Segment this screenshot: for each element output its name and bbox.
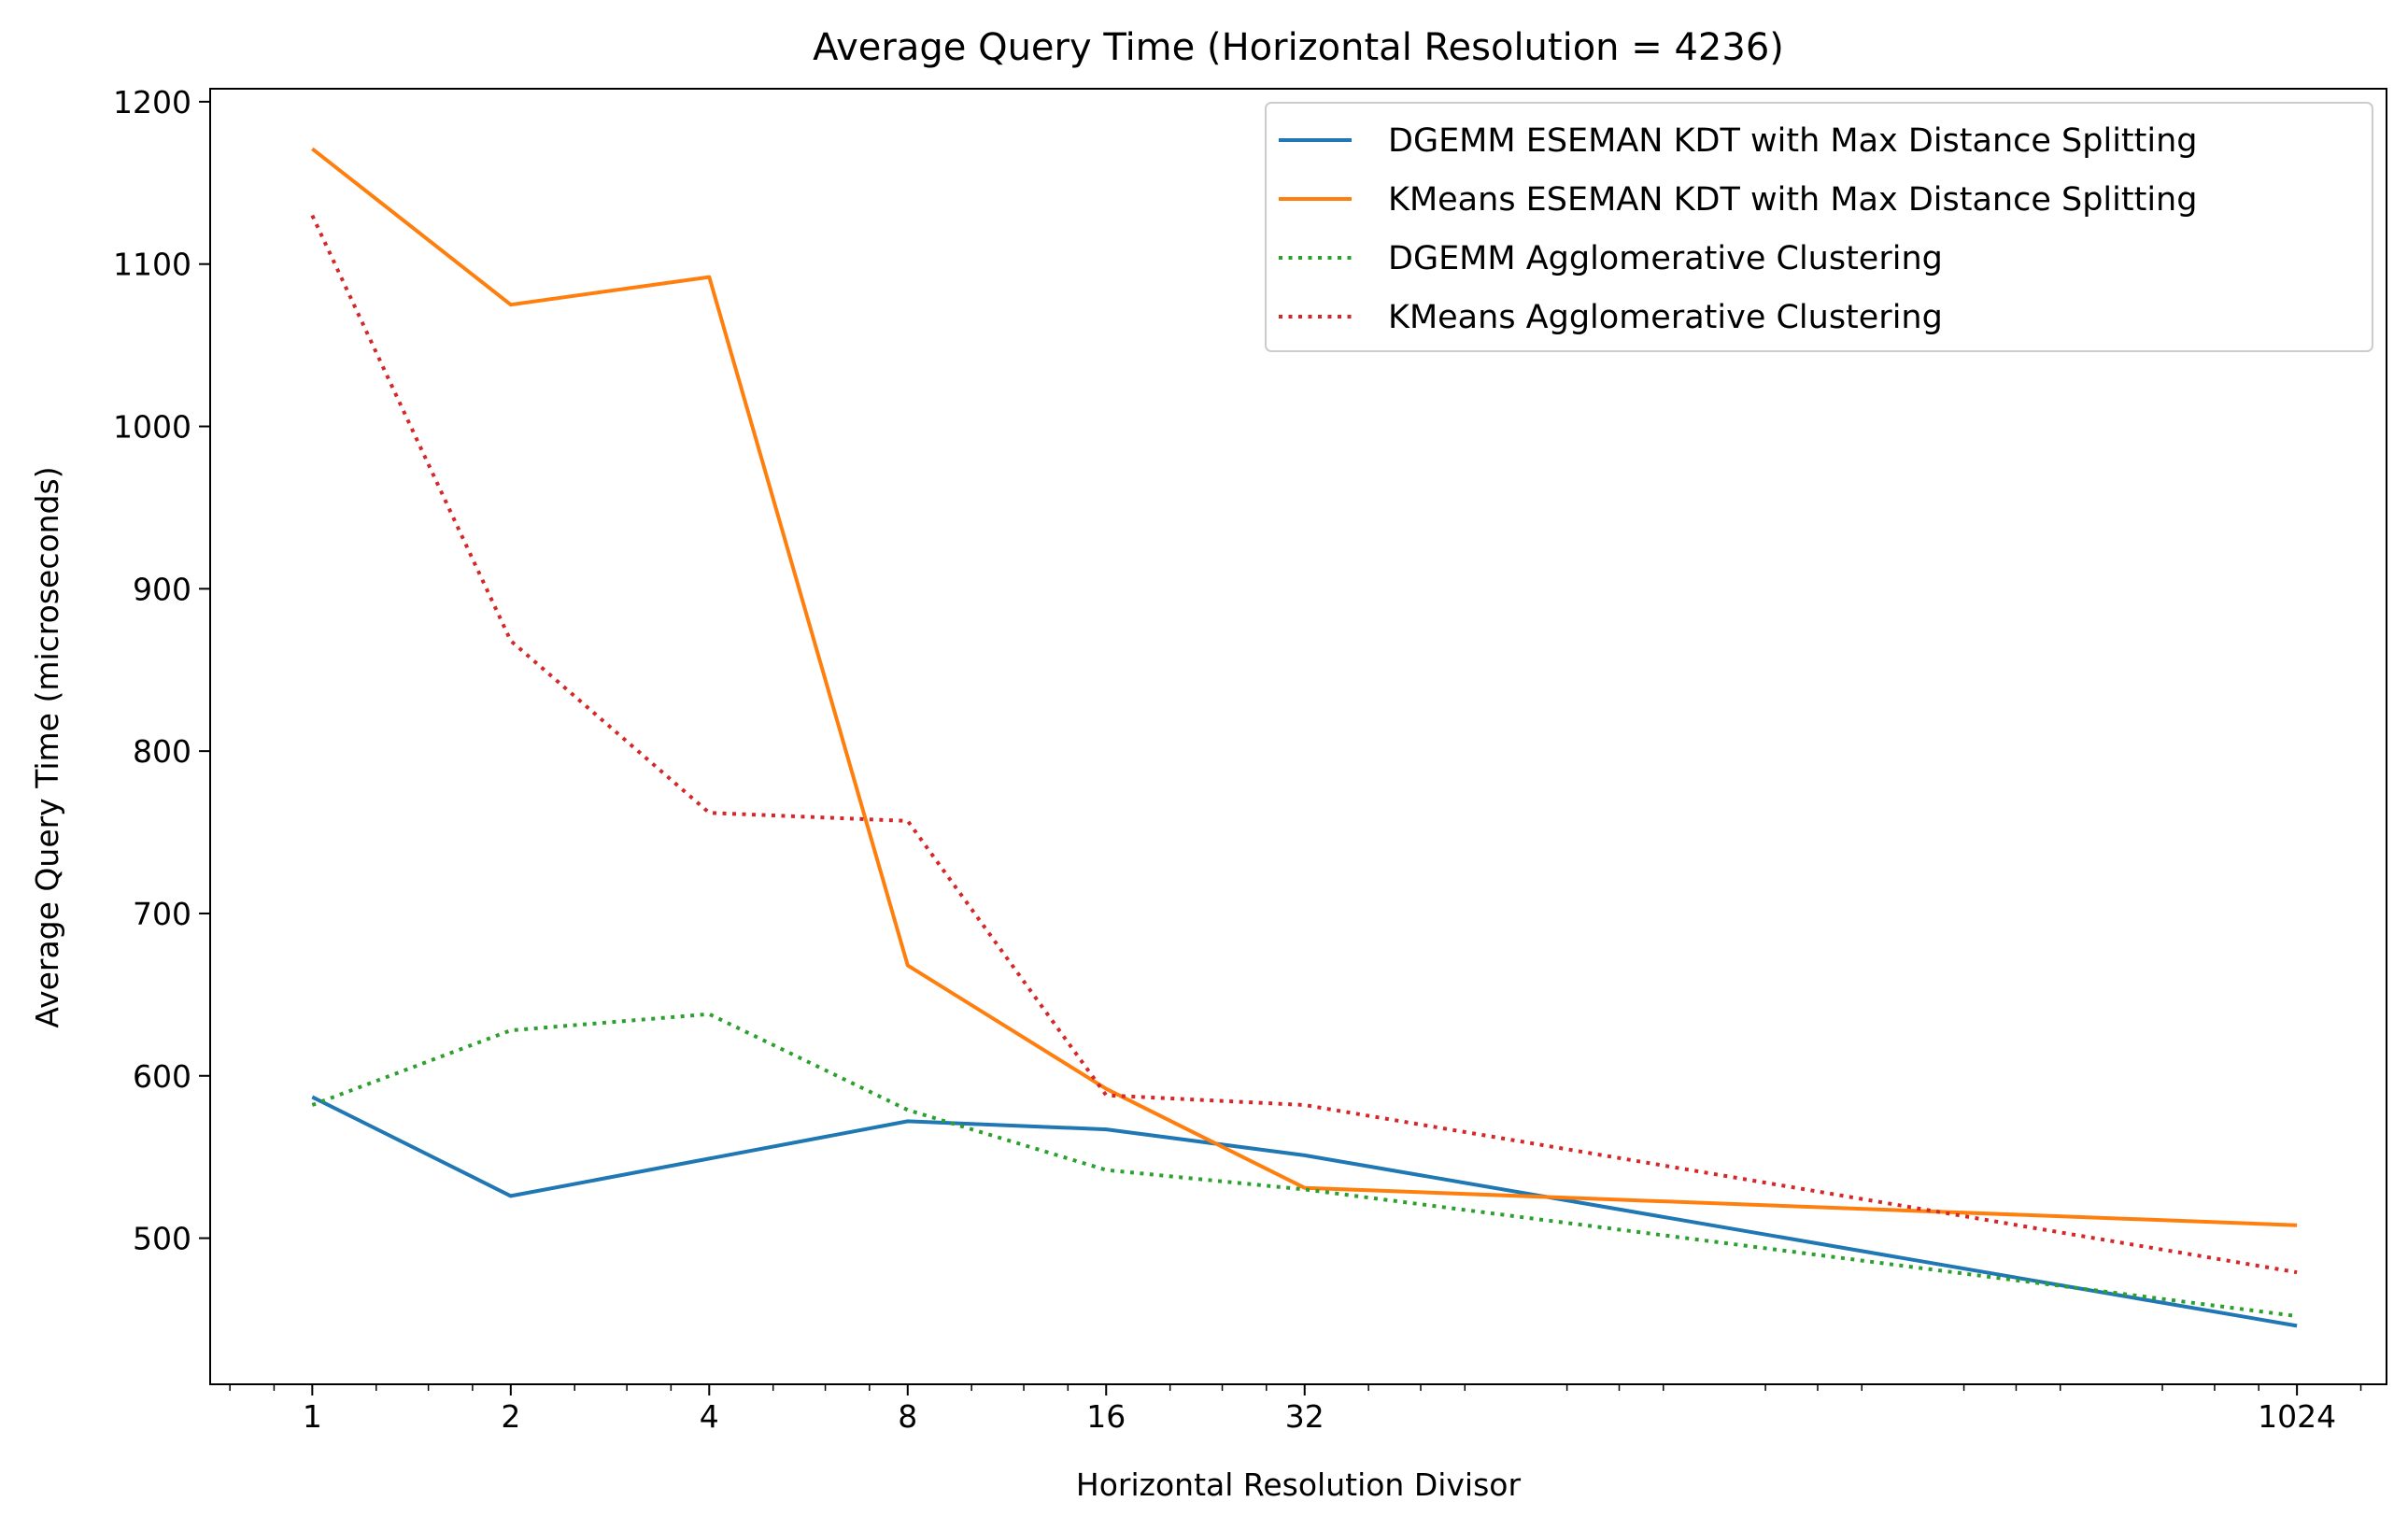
chart-title: Average Query Time (Horizontal Resolutio… <box>813 26 1784 69</box>
x-tick-label: 8 <box>898 1398 917 1435</box>
legend-label-1: DGEMM ESEMAN KDT with Max Distance Split… <box>1388 122 2198 160</box>
x-tick-label: 4 <box>700 1398 719 1435</box>
y-tick-label: 1100 <box>113 247 191 283</box>
x-axis-title: Horizontal Resolution Divisor <box>1076 1466 1522 1503</box>
y-tick-label: 800 <box>133 733 191 770</box>
x-tick-label: 1 <box>303 1398 322 1435</box>
plot-area <box>310 147 2298 1328</box>
y-tick-label: 1000 <box>113 409 191 446</box>
legend: DGEMM ESEMAN KDT with Max Distance Split… <box>1265 102 2373 352</box>
x-tick-label: 1024 <box>2258 1398 2336 1435</box>
x-axis: 1 2 4 8 16 32 1024 <box>229 1384 2362 1435</box>
legend-box <box>1265 102 2373 352</box>
y-tick-label: 1200 <box>113 84 191 120</box>
y-tick-label: 500 <box>133 1221 191 1257</box>
plot-frame <box>209 88 2387 1385</box>
x-tick-label: 2 <box>501 1398 520 1435</box>
series-line-1 <box>311 1095 2298 1328</box>
y-axis-title: Average Query Time (microseconds) <box>29 466 65 1027</box>
legend-label-2: KMeans ESEMAN KDT with Max Distance Spli… <box>1388 181 2197 219</box>
y-tick-label: 900 <box>133 571 191 607</box>
x-tick-label: 32 <box>1285 1398 1324 1435</box>
y-tick-label: 600 <box>133 1058 191 1095</box>
x-tick-label: 16 <box>1086 1398 1126 1435</box>
legend-label-3: DGEMM Agglomerative Clustering <box>1388 240 1943 277</box>
y-axis: 500 600 700 800 900 1000 1100 1200 <box>113 84 210 1257</box>
series-line-2 <box>311 147 2298 1227</box>
legend-label-4: KMeans Agglomerative Clustering <box>1388 299 1943 336</box>
y-tick-label: 700 <box>133 896 191 932</box>
